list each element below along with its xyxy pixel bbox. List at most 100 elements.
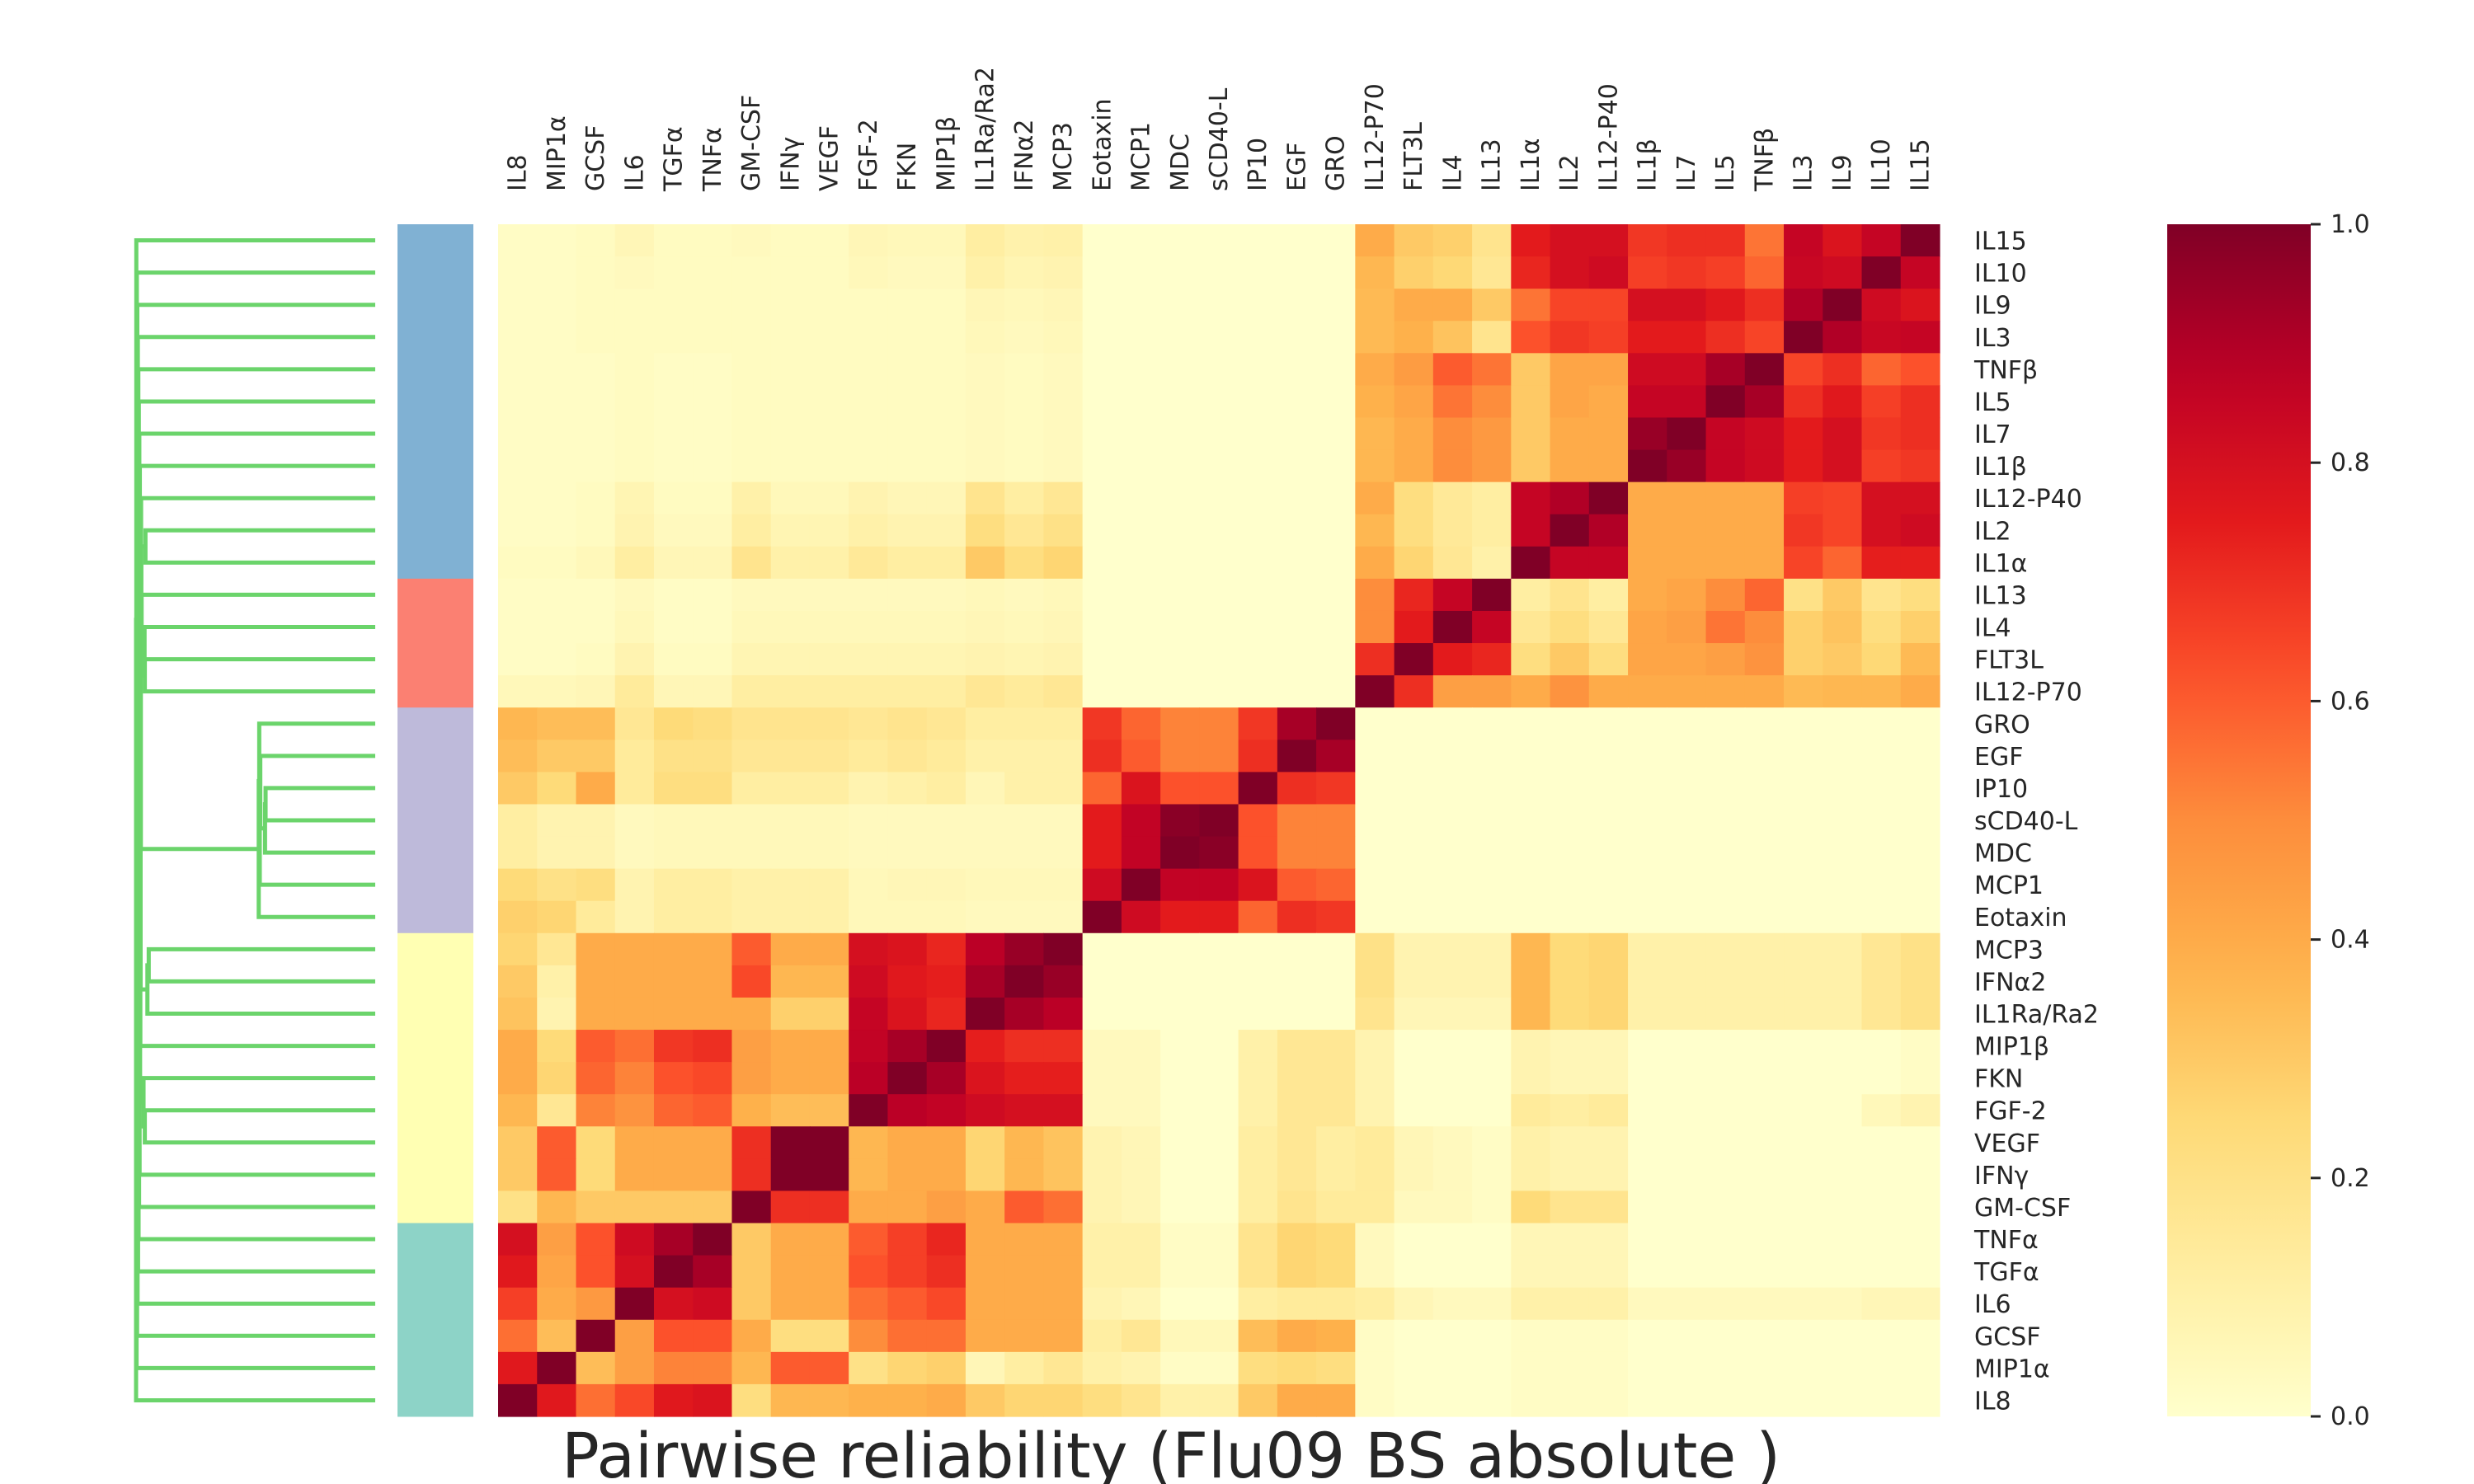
heatmap-cell <box>849 1351 889 1385</box>
heatmap-cell <box>1588 804 1629 838</box>
heatmap-cell <box>770 256 811 289</box>
heatmap-cell <box>1667 997 1707 1031</box>
heatmap-cell <box>1705 900 1746 934</box>
heatmap-cell <box>498 385 538 419</box>
heatmap-cell <box>1900 417 1940 451</box>
column-tick-label: Eotaxin <box>1088 98 1117 191</box>
heatmap-cell <box>1900 481 1940 515</box>
heatmap-cell <box>1784 1062 1823 1095</box>
heatmap-cell <box>653 1126 694 1159</box>
heatmap-cell <box>965 546 1005 580</box>
heatmap-cell <box>1511 385 1551 419</box>
heatmap-cell <box>1277 481 1317 515</box>
heatmap-cell <box>770 1383 811 1417</box>
heatmap-cell <box>1823 1255 1863 1289</box>
heatmap-cell <box>1628 1351 1667 1385</box>
heatmap-cell <box>1861 643 1902 676</box>
heatmap-cell <box>887 1158 928 1192</box>
heatmap-cell <box>1550 643 1590 676</box>
heatmap-cell <box>1744 868 1785 902</box>
heatmap-cell <box>1784 1158 1823 1192</box>
heatmap-cell <box>693 224 733 257</box>
heatmap-cell <box>693 1383 733 1417</box>
heatmap-cell <box>731 481 772 515</box>
heatmap-cell <box>498 449 538 483</box>
heatmap-cell <box>1160 965 1200 998</box>
heatmap-cell <box>1082 1158 1122 1192</box>
heatmap-cell <box>1004 643 1044 676</box>
heatmap-cell <box>1705 256 1746 289</box>
row-cluster-color <box>397 707 473 934</box>
heatmap-cell <box>887 707 928 740</box>
heatmap-cell <box>1784 321 1823 354</box>
heatmap-cell <box>1705 1030 1746 1063</box>
heatmap-cell <box>1082 578 1122 612</box>
heatmap-cell <box>1199 965 1239 998</box>
heatmap-cell <box>1394 772 1434 805</box>
heatmap-cell <box>849 1094 889 1127</box>
heatmap-cell <box>965 1223 1005 1256</box>
heatmap-cell <box>1511 1287 1551 1321</box>
heatmap-cell <box>1160 836 1200 870</box>
row-tick-label: IFNα2 <box>1974 968 2046 997</box>
heatmap-cell <box>498 256 538 289</box>
heatmap-cell <box>1511 643 1551 676</box>
heatmap-cell <box>1472 1255 1512 1289</box>
heatmap-cell <box>1861 546 1902 580</box>
heatmap-cell <box>1160 321 1200 354</box>
heatmap-cell <box>926 1062 967 1095</box>
heatmap-cell <box>1784 417 1823 451</box>
heatmap-cell <box>498 1094 538 1127</box>
heatmap-cell <box>1550 385 1590 419</box>
heatmap-cell <box>1355 643 1395 676</box>
heatmap-cell <box>1861 321 1902 354</box>
heatmap-cell <box>1550 997 1590 1031</box>
heatmap-cell <box>926 1094 967 1127</box>
heatmap-cell <box>537 321 577 354</box>
heatmap-cell <box>770 481 811 515</box>
row-tick-label: IL15 <box>1974 228 2027 256</box>
heatmap-cell <box>1628 740 1667 773</box>
heatmap-cell <box>576 417 616 451</box>
heatmap-cell <box>1004 1383 1044 1417</box>
heatmap-cell <box>1043 772 1084 805</box>
heatmap-cell <box>809 1287 849 1321</box>
heatmap-cell <box>1004 1158 1044 1192</box>
heatmap-cell <box>614 1126 655 1159</box>
heatmap-cell <box>1900 1351 1940 1385</box>
heatmap-cell <box>1394 836 1434 870</box>
heatmap-cell <box>1160 1094 1200 1127</box>
heatmap-cell <box>693 997 733 1031</box>
heatmap-cell <box>1550 1126 1590 1159</box>
heatmap-cell <box>926 514 967 547</box>
heatmap-cell <box>1199 1030 1239 1063</box>
heatmap-cell <box>1394 932 1434 966</box>
heatmap-cell <box>926 772 967 805</box>
column-tick-label: IL1β <box>1634 139 1663 191</box>
heatmap-cell <box>1082 1255 1122 1289</box>
heatmap-cell <box>1823 353 1863 386</box>
column-tick-label: IL13 <box>1478 139 1507 191</box>
heatmap-cell <box>1355 868 1395 902</box>
heatmap-cell <box>693 1351 733 1385</box>
dendrogram-branch <box>139 592 375 654</box>
heatmap-cell <box>770 1190 811 1224</box>
row-tick-label: IL1Ra/Ra2 <box>1974 1000 2099 1029</box>
heatmap-cell <box>498 481 538 515</box>
heatmap-cell <box>965 1158 1005 1192</box>
heatmap-cell <box>770 836 811 870</box>
heatmap-cell <box>1705 836 1746 870</box>
heatmap-cell <box>965 1094 1005 1127</box>
heatmap-cell <box>1160 514 1200 547</box>
heatmap-cell <box>1004 546 1044 580</box>
heatmap-cell <box>1588 740 1629 773</box>
heatmap-cell <box>1588 321 1629 354</box>
dendrogram-branch <box>139 495 375 587</box>
dendrogram-branch <box>136 674 375 1242</box>
heatmap-cell <box>576 965 616 998</box>
heatmap-cell <box>770 289 811 322</box>
heatmap-cell <box>1667 449 1707 483</box>
heatmap-cell <box>1588 417 1629 451</box>
heatmap-cell <box>1705 932 1746 966</box>
heatmap-cell <box>887 740 928 773</box>
